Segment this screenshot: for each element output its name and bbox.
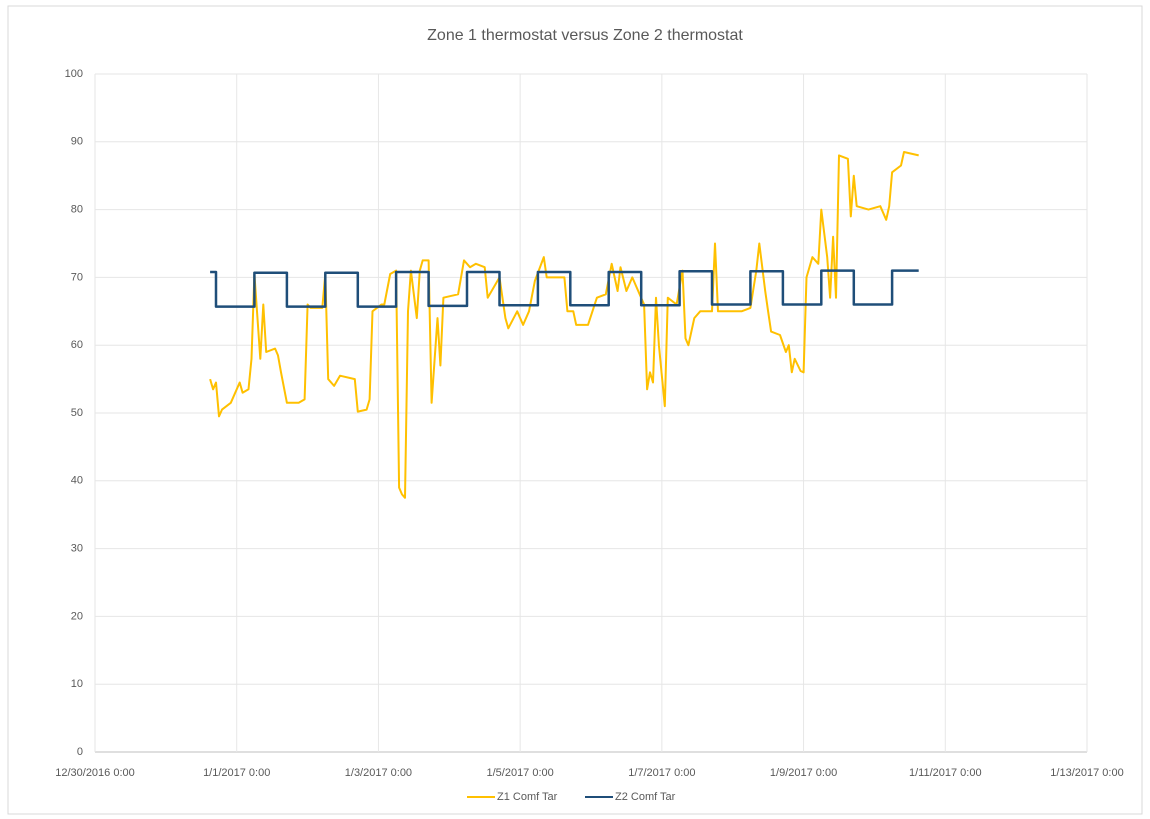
series-line <box>209 151 919 499</box>
y-tick-label: 0 <box>77 746 83 758</box>
y-tick-label: 80 <box>71 204 83 216</box>
x-tick-label: 1/13/2017 0:00 <box>1050 767 1123 779</box>
x-tick-label: 1/1/2017 0:00 <box>203 767 270 779</box>
x-tick-label: 1/7/2017 0:00 <box>628 767 695 779</box>
y-tick-label: 20 <box>71 610 83 622</box>
x-tick-label: 12/30/2016 0:00 <box>55 767 135 779</box>
y-tick-label: 60 <box>71 339 83 351</box>
chart-frame <box>7 5 1143 815</box>
x-tick-label: 1/11/2017 0:00 <box>909 767 982 779</box>
y-tick-label: 40 <box>71 475 83 487</box>
y-tick-label: 90 <box>71 136 83 148</box>
series-line <box>210 269 919 308</box>
chart-title: Zone 1 thermostat versus Zone 2 thermost… <box>427 27 743 44</box>
legend-label: Z2 Comf Tar <box>615 791 676 803</box>
x-tick-label: 1/9/2017 0:00 <box>770 767 837 779</box>
y-tick-label: 30 <box>71 543 83 555</box>
x-tick-label: 1/3/2017 0:00 <box>345 767 412 779</box>
x-tick-label: 1/5/2017 0:00 <box>486 767 553 779</box>
y-tick-label: 50 <box>71 407 83 419</box>
y-tick-label: 10 <box>71 678 83 690</box>
legend-label: Z1 Comf Tar <box>497 791 558 803</box>
y-tick-label: 100 <box>65 68 83 80</box>
y-tick-label: 70 <box>71 271 83 283</box>
